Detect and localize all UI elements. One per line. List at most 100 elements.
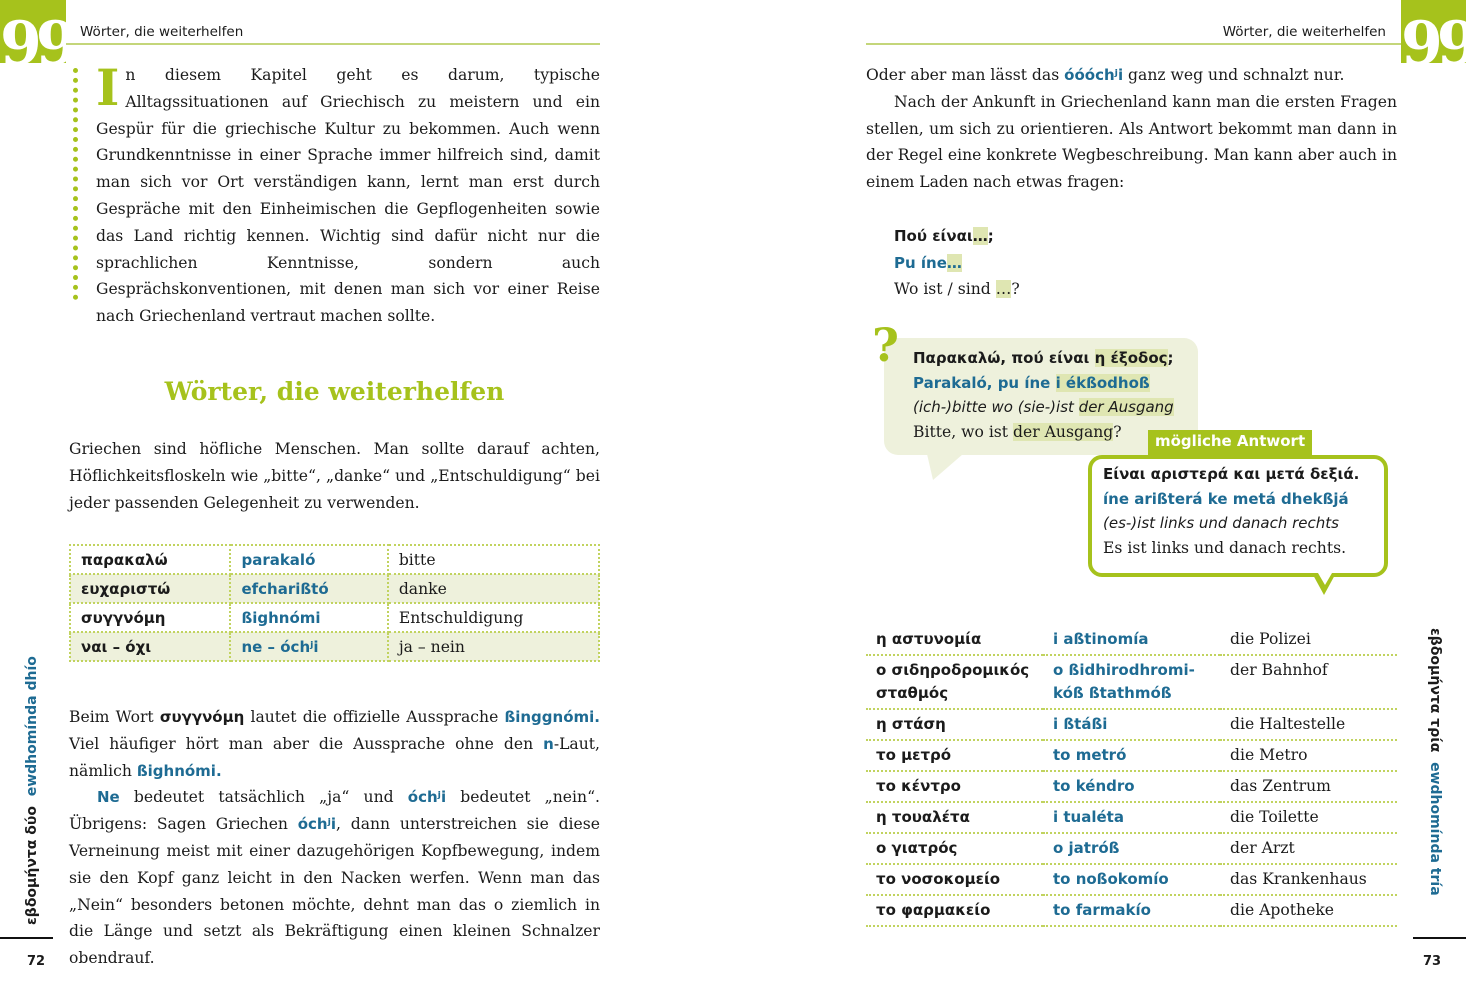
greek-text: Παρακαλώ, πού είναι	[913, 349, 1095, 367]
page-number-words: εβδομήντα τρία ewdhomínda tría	[1427, 628, 1443, 896]
explanation-text: Beim Wort συγγνόμη lautet die offizielle…	[69, 704, 600, 972]
greek-text: …	[972, 227, 988, 245]
vocab-greek: η στάση	[876, 715, 946, 733]
vocab-pronunciation: to noßokomío	[1053, 870, 1169, 888]
page-number: 72	[27, 954, 46, 969]
footer-rule	[0, 937, 53, 939]
vocab-row: ναι – όχι ne – óchʲi ja – nein	[68, 631, 601, 662]
drop-cap: I	[96, 58, 120, 117]
vocab-row: το κέντρο to kéndro das Zentrum	[866, 771, 1397, 803]
greek-text: συγγνόμη	[159, 708, 245, 726]
text-segment: Viel häufiger hört man aber die Aussprac…	[69, 734, 544, 753]
question-bubble: Παρακαλώ, πού είναι η έξοδος; Parakaló, p…	[884, 338, 1198, 455]
vocab-german: ja – nein	[398, 637, 465, 656]
vocab-greek: το μετρό	[876, 746, 952, 764]
paragraph: Beim Wort συγγνόμη lautet die offizielle…	[69, 704, 600, 784]
vocab-greek: το κέντρο	[876, 777, 961, 795]
vocab-greek: ο γιατρός	[876, 839, 958, 857]
pronunciation-text: íne arißterá ke metá dhekßjá	[1103, 489, 1349, 508]
intro-text: Oder aber man lässt das óóóchʲi ganz weg…	[866, 62, 1397, 196]
vocab-greek: ευχαριστώ	[81, 579, 171, 598]
text-segment: ganz weg und schnalzt nur.	[1123, 66, 1345, 84]
vocab-table-places: η αστυνομία i aßtinomía die Polizei ο σιδηρ…	[866, 625, 1397, 927]
vocab-pronunciation: ne – óchʲi	[241, 637, 319, 656]
vocab-pronunciation: to farmakío	[1053, 901, 1151, 919]
answer-bubble: Είναι αριστερά και μετά δεξιά. íne arißte…	[1088, 455, 1388, 577]
text-segment: Beim Wort	[69, 708, 160, 726]
text-segment: Bitte, wo ist	[913, 422, 1014, 441]
vocab-greek: η τουαλέτα	[876, 808, 970, 826]
vocab-german: das Krankenhaus	[1230, 870, 1367, 888]
page-number-greek: εβδομήντα τρία	[1427, 628, 1443, 753]
vocab-german: die Polizei	[1230, 630, 1311, 648]
pronunciation-text: ßinggnómi.	[504, 708, 600, 726]
vocab-row: το μετρό to metró die Metro	[866, 740, 1397, 772]
paragraph: Nach der Ankunft in Griechenland kann ma…	[866, 89, 1397, 196]
text-segment: lautet die offizielle Aussprache	[244, 708, 505, 726]
intro-text: n diesem Kapitel geht es darum, typische…	[96, 66, 600, 326]
pattern-greek: Πού είναι…;	[894, 223, 1020, 250]
vocab-row: το νοσοκομείο to noßokomío das Krankenhaus	[866, 864, 1397, 896]
section-title: Wörter, die weiterhelfen	[164, 377, 505, 406]
vocab-greek: το φαρμακείο	[876, 901, 991, 919]
header-rule	[66, 43, 600, 45]
closing-quote-icon: 99	[0, 0, 78, 79]
text-segment: Es ist links und danach rechts.	[1103, 538, 1347, 557]
answer-bubble-tail	[1312, 573, 1336, 595]
vocab-row: ο σιδηροδρομικός σταθμός o ßidhirodhromi-…	[866, 655, 1397, 710]
pronunciation-text: Ne	[97, 788, 120, 807]
text-segment: , dann unterstreichen sie diese Verneinu…	[69, 815, 600, 968]
page-number-greek: εβδομήντα δύο	[24, 806, 40, 925]
text-segment: bedeutet tatsächlich „ja“ und	[119, 788, 408, 807]
phrase-pattern: Πού είναι…; Pu íne… Wo ist / sind …?	[894, 223, 1020, 303]
vocab-row: συγγνόμη ßighnómi Entschuldigung	[68, 602, 601, 633]
greek-text: Είναι αριστερά και μετά δεξιά.	[1103, 465, 1360, 483]
page-number-pronunciation: ewdhomínda tría	[1427, 762, 1443, 896]
vocab-pronunciation: parakaló	[241, 550, 316, 569]
pronunciation-text: …	[946, 253, 962, 272]
vocab-german: bitte	[398, 550, 436, 569]
vocab-row: ευχαριστώ efcharißtó danke	[68, 573, 601, 604]
page-number: 73	[1423, 954, 1442, 969]
vocab-german: die Apotheke	[1230, 901, 1335, 919]
question-mark-icon: ?	[872, 318, 899, 372]
vocab-german: der Bahnhof	[1230, 661, 1328, 679]
greek-text: Πού είναι	[894, 227, 973, 245]
section-text: Griechen sind höfliche Menschen. Man sol…	[69, 440, 600, 512]
vocab-row: παρακαλώ parakaló bitte	[68, 544, 601, 575]
vocab-pronunciation: i ßtáßi	[1053, 715, 1108, 733]
running-header: Wörter, die weiterhelfen	[80, 24, 244, 40]
vocab-german: die Toilette	[1230, 808, 1319, 826]
pronunciation-text: óchʲi	[297, 815, 337, 834]
text-segment: Nach der Ankunft in Griechenland kann ma…	[866, 92, 1397, 192]
vocab-pronunciation: i aßtinomía	[1053, 630, 1149, 648]
text-segment: (ich-)bitte wo (sie-)ist	[913, 398, 1079, 416]
text-segment: (es-)ist links und danach rechts	[1103, 514, 1339, 532]
vocab-pronunciation: o ßidhirodhromi-kóß ßtathmóß	[1053, 661, 1195, 702]
vocab-german: die Haltestelle	[1230, 715, 1346, 733]
pronunciation-text: i ékßodhoß	[1055, 373, 1150, 392]
vocab-greek: συγγνόμη	[81, 608, 166, 627]
vocab-pronunciation: ßighnómi	[241, 608, 321, 627]
text-segment: -Laut, nämlich	[69, 734, 600, 780]
vocab-german: der Arzt	[1230, 839, 1295, 857]
vocab-pronunciation: to kéndro	[1053, 777, 1135, 795]
pronunciation-text: Pu íne	[894, 253, 947, 272]
text-segment: bedeutet „nein“. Übrigens: Sagen Grieche…	[69, 788, 600, 834]
text-segment: Oder aber man lässt das	[866, 66, 1065, 84]
vocab-row: η στάση i ßtáßi die Haltestelle	[866, 709, 1397, 741]
text-segment: ?	[1011, 280, 1020, 298]
vocab-table-basic: παρακαλώ parakaló bitte ευχαριστώ efcharißtó…	[68, 544, 601, 662]
paragraph: Ne bedeutet tatsächlich „ja“ und óchʲi b…	[69, 784, 600, 972]
possible-answer-label: mögliche Antwort	[1148, 430, 1313, 457]
vocab-greek: παρακαλώ	[81, 550, 168, 569]
vocab-greek: ναι – όχι	[81, 637, 152, 656]
greek-text: ;	[987, 227, 994, 245]
greek-text: η έξοδος	[1094, 349, 1168, 367]
dotted-margin-line	[73, 68, 78, 300]
vocab-row: η αστυνομία i aßtinomía die Polizei	[866, 625, 1397, 656]
pronunciation-text: óóóchʲi	[1064, 66, 1124, 84]
pattern-pronunciation: Pu íne…	[894, 250, 1020, 277]
vocab-german: das Zentrum	[1230, 777, 1331, 795]
vocab-pronunciation: to metró	[1053, 746, 1127, 764]
